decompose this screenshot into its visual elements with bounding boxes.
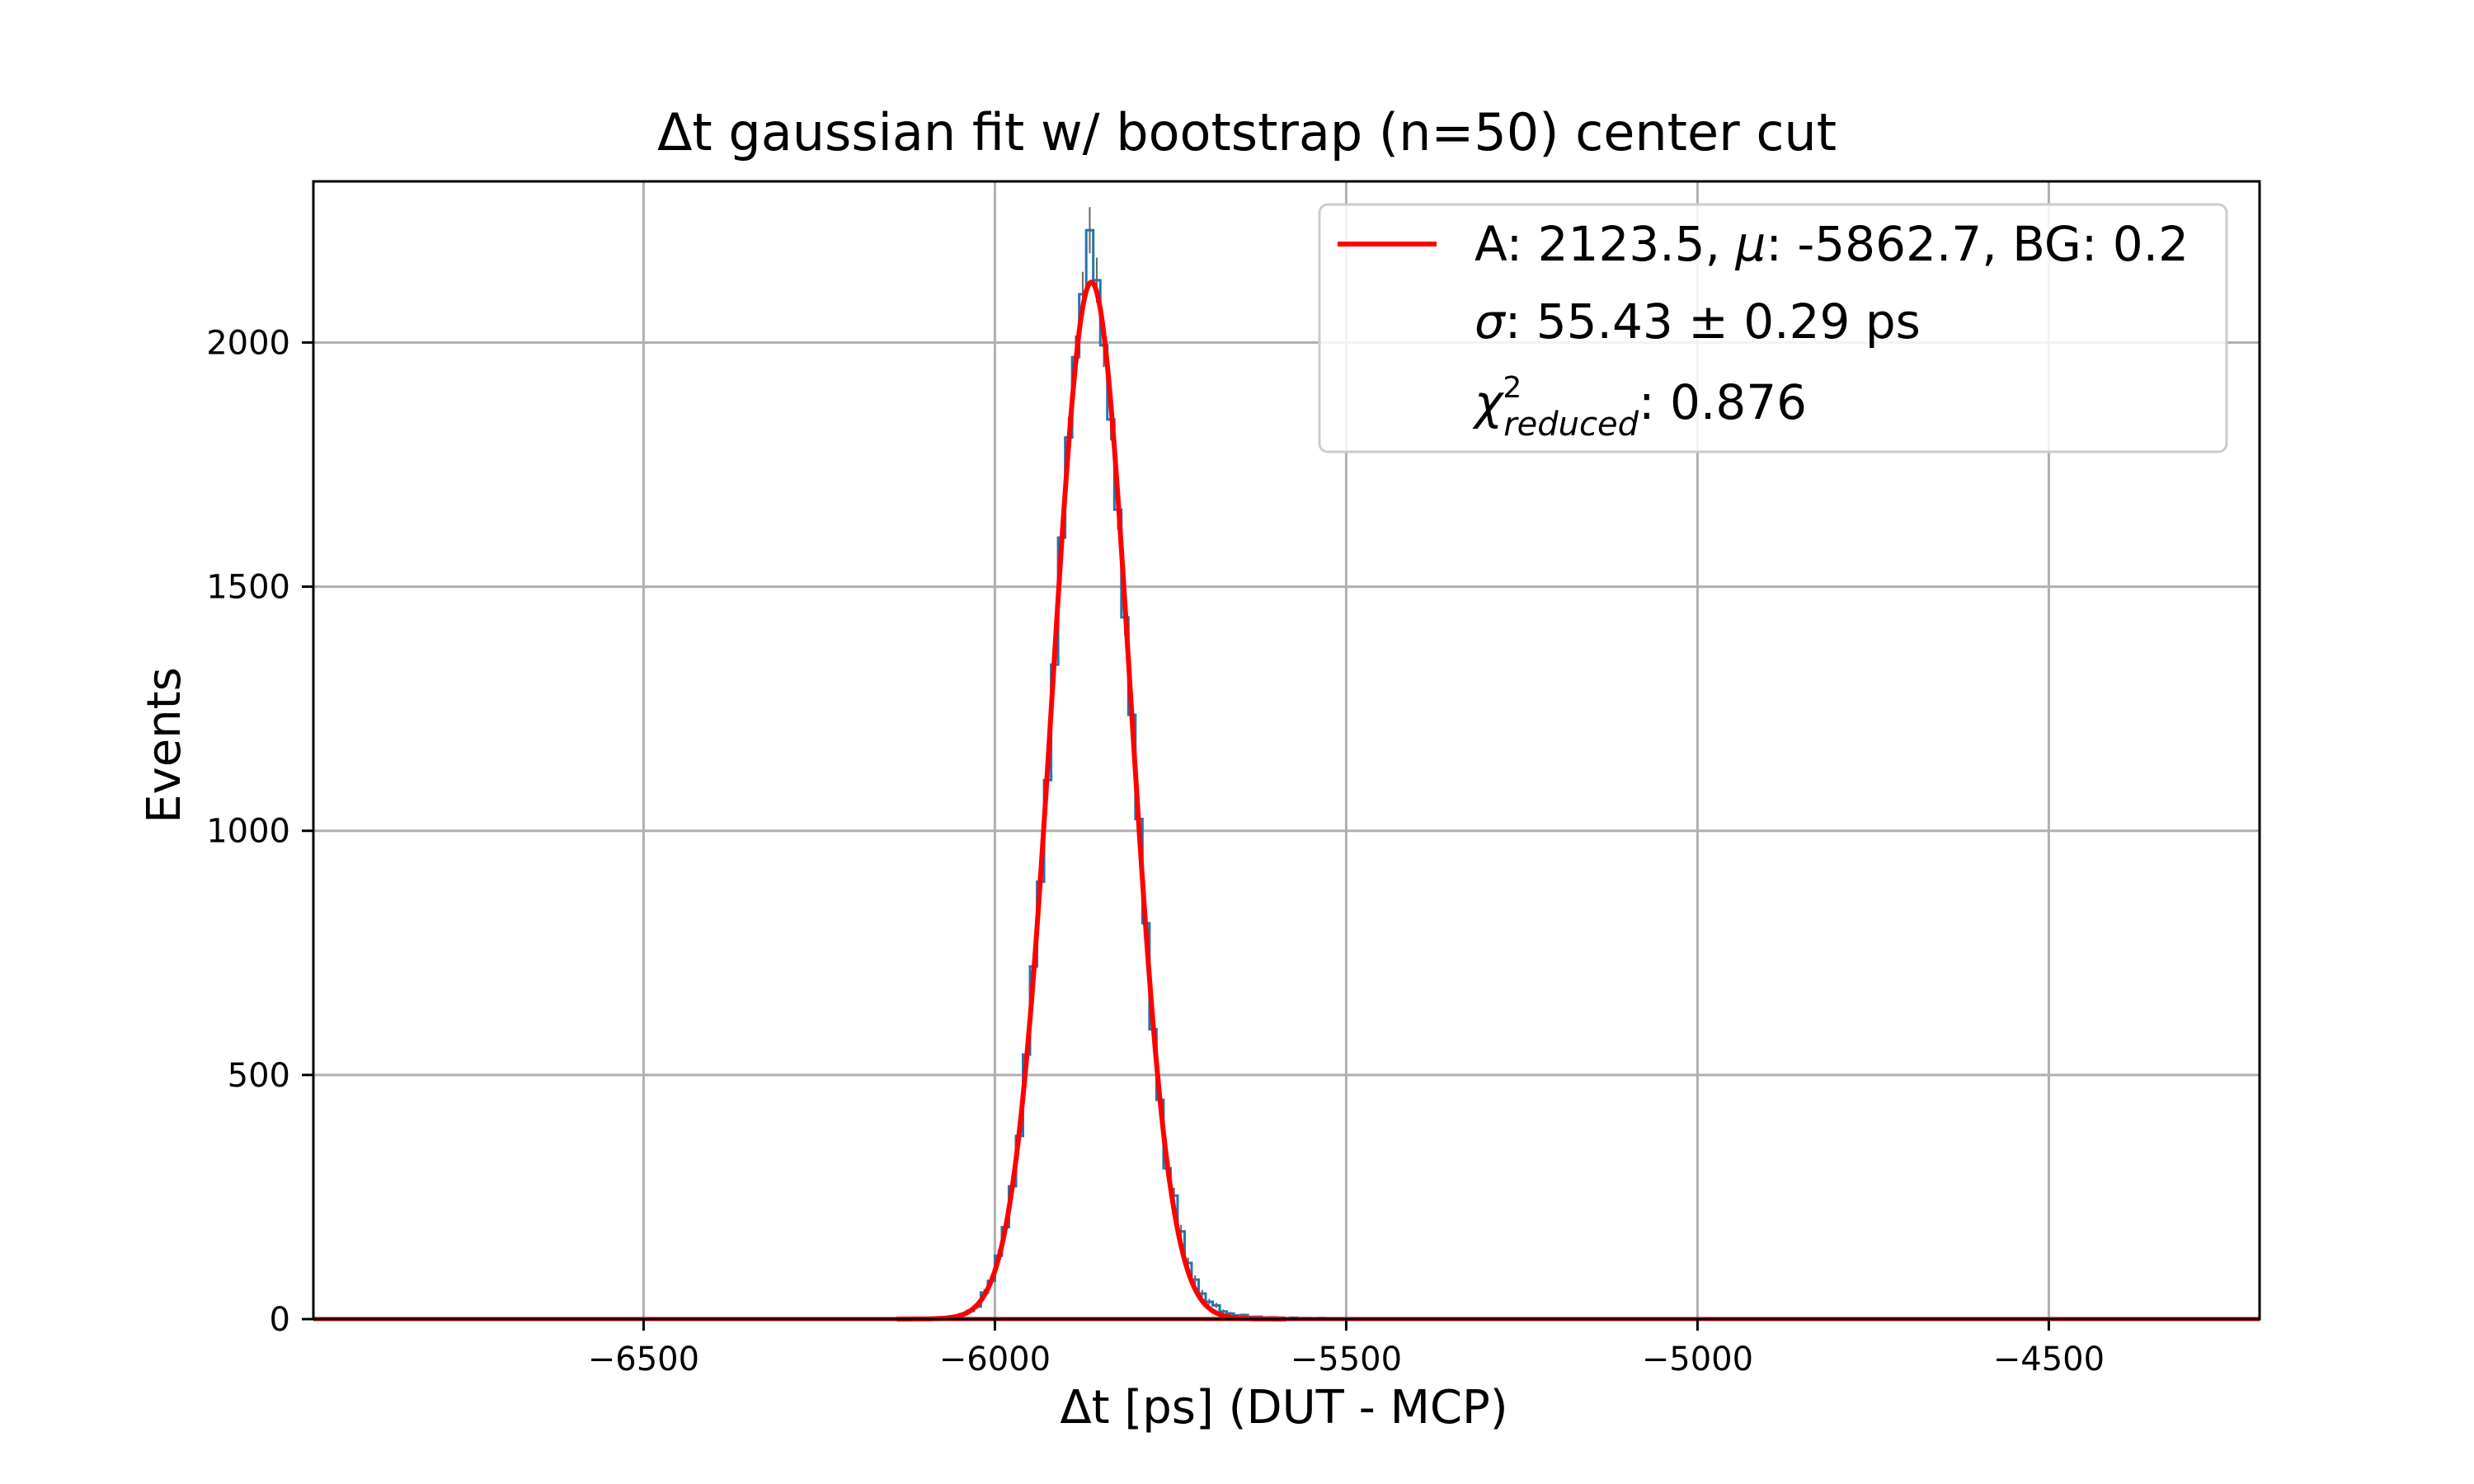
y-tick-label: 2000 — [206, 324, 290, 362]
x-tick-label: −5500 — [1291, 1341, 1402, 1378]
x-axis-label: Δt [ps] (DUT - MCP) — [1060, 1381, 1507, 1435]
axes-frame — [312, 180, 2261, 1321]
legend-entry-sigma: σ: 55.43 ± 0.29 ps — [1475, 294, 1921, 350]
legend-entry-fit-params: A: 2123.5, μ: -5862.7, BG: 0.2 — [1475, 216, 2189, 272]
fit-curve — [896, 279, 1286, 1322]
x-tick-label: −6500 — [588, 1341, 699, 1378]
x-tick-label: −5000 — [1642, 1341, 1753, 1378]
legend-entry-chi2: χ2 reduced: 0.876 — [1472, 371, 1807, 444]
x-tick-label: −4500 — [1993, 1341, 2105, 1378]
x-tick-label: −6000 — [939, 1341, 1051, 1378]
y-tick-label: 1000 — [206, 813, 290, 851]
y-axis-label: Events — [138, 667, 191, 824]
legend-box — [1318, 203, 2228, 453]
chart-title: Δt gaussian fit w/ bootstrap (n=50) cent… — [657, 102, 1837, 162]
legend: A: 2123.5, μ: -5862.7, BG: 0.2 σ: 55.43 … — [1318, 203, 2228, 453]
y-tick-label: 0 — [270, 1301, 290, 1339]
y-tick-label: 500 — [228, 1057, 290, 1095]
y-tick-label: 1500 — [206, 569, 290, 607]
